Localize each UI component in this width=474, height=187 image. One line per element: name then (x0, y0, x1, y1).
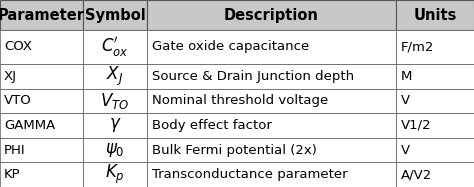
Bar (147, 64, 396, 88)
Text: $\psi_{0}$: $\psi_{0}$ (105, 141, 125, 159)
Bar (83, 64, 147, 88)
Bar (0, 30, 83, 64)
Bar (147, 113, 396, 138)
Bar (0, 88, 83, 113)
Text: F/m2: F/m2 (401, 40, 434, 53)
Text: Bulk Fermi potential (2x): Bulk Fermi potential (2x) (152, 144, 317, 157)
Bar (396, 113, 474, 138)
Bar (83, 30, 147, 64)
Bar (396, 0, 474, 30)
Text: KP: KP (4, 168, 20, 181)
Bar (396, 88, 474, 113)
Text: M: M (401, 70, 412, 83)
Text: XJ: XJ (4, 70, 17, 83)
Bar (0, 113, 83, 138)
Bar (147, 162, 396, 187)
Bar (0, 162, 83, 187)
Bar (83, 138, 147, 162)
Bar (147, 138, 396, 162)
Text: Source & Drain Junction depth: Source & Drain Junction depth (152, 70, 354, 83)
Bar (83, 88, 147, 113)
Text: VTO: VTO (4, 94, 32, 107)
Text: Nominal threshold voltage: Nominal threshold voltage (152, 94, 328, 107)
Bar (83, 113, 147, 138)
Bar (147, 0, 396, 30)
Text: $V_{TO}$: $V_{TO}$ (100, 91, 129, 111)
Bar (396, 30, 474, 64)
Bar (396, 162, 474, 187)
Text: $C_{ox}^{\prime}$: $C_{ox}^{\prime}$ (101, 35, 129, 59)
Text: $K_{p}$: $K_{p}$ (105, 163, 125, 186)
Bar (147, 88, 396, 113)
Bar (147, 30, 396, 64)
Text: $X_{J}$: $X_{J}$ (106, 65, 124, 88)
Bar (83, 162, 147, 187)
Text: Transconductance parameter: Transconductance parameter (152, 168, 347, 181)
Text: COX: COX (4, 40, 32, 53)
Bar (0, 64, 83, 88)
Text: Parameter: Parameter (0, 7, 85, 23)
Text: $\gamma$: $\gamma$ (109, 117, 121, 134)
Text: Gate oxide capacitance: Gate oxide capacitance (152, 40, 309, 53)
Text: Units: Units (413, 7, 456, 23)
Text: A/V2: A/V2 (401, 168, 432, 181)
Text: Body effect factor: Body effect factor (152, 119, 272, 132)
Bar (396, 64, 474, 88)
Text: PHI: PHI (4, 144, 26, 157)
Text: V1/2: V1/2 (401, 119, 431, 132)
Text: Description: Description (224, 7, 319, 23)
Bar (0, 138, 83, 162)
Text: GAMMA: GAMMA (4, 119, 55, 132)
Bar (0, 0, 83, 30)
Bar (396, 138, 474, 162)
Text: V: V (401, 144, 410, 157)
Text: V: V (401, 94, 410, 107)
Text: Symbol: Symbol (84, 7, 146, 23)
Bar (83, 0, 147, 30)
